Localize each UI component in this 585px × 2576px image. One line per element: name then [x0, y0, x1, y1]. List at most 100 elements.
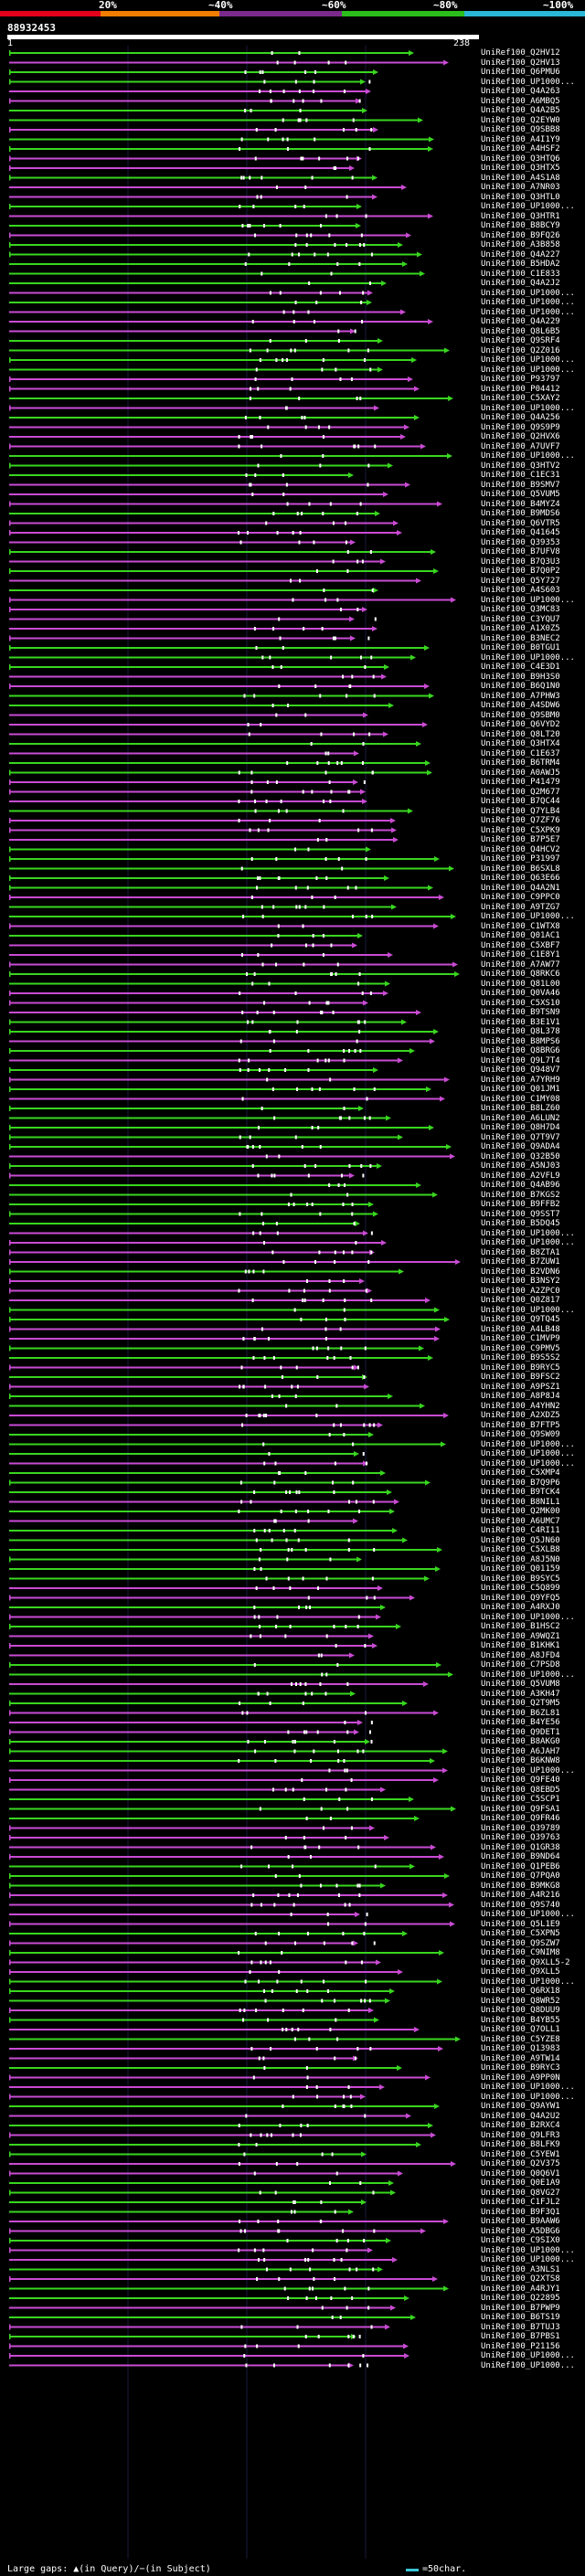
hit-label[interactable]: UniRef100_B9MDS6	[481, 509, 560, 518]
hit-label[interactable]: UniRef100_A9PP0N	[481, 2072, 560, 2083]
hit-label[interactable]: UniRef100_UP1000...	[481, 2245, 575, 2255]
hit-label[interactable]: UniRef100_B9S5S2	[481, 1353, 560, 1362]
hit-label[interactable]: UniRef100_Q1GR38	[481, 1842, 560, 1852]
hit-label[interactable]: UniRef100_Q01JM1	[481, 1085, 560, 1094]
hit-label[interactable]: UniRef100_Q8VG27	[481, 2188, 560, 2198]
hit-label[interactable]: UniRef100_Q4HCV2	[481, 844, 560, 854]
hit-label[interactable]: UniRef100_Q9YFQ5	[481, 1593, 560, 1603]
hit-label[interactable]: UniRef100_P21156	[481, 2341, 560, 2351]
hit-label[interactable]: UniRef100_UP1000...	[481, 1228, 575, 1238]
hit-label[interactable]: UniRef100_Q9FSA1	[481, 1804, 560, 1814]
hit-label[interactable]: UniRef100_Q2M677	[481, 787, 560, 797]
hit-label[interactable]: UniRef100_C5XPN5	[481, 1929, 560, 1938]
hit-label[interactable]: UniRef100_UP1000...	[481, 1977, 575, 1987]
hit-label[interactable]: UniRef100_B7Q3U3	[481, 557, 560, 567]
hit-label[interactable]: UniRef100_Q4A2N1	[481, 883, 560, 893]
hit-label[interactable]: UniRef100_C5Q899	[481, 1584, 560, 1593]
hit-label[interactable]: UniRef100_Q9L7T4	[481, 1055, 560, 1065]
hit-label[interactable]: UniRef100_B7P5E7	[481, 835, 560, 844]
hit-label[interactable]: UniRef100_C5XPK9	[481, 825, 560, 835]
hit-label[interactable]: UniRef100_UP1000...	[481, 1670, 575, 1680]
hit-label[interactable]: UniRef100_Q8L6B5	[481, 326, 560, 336]
hit-label[interactable]: UniRef100_B7QC44	[481, 797, 560, 806]
hit-label[interactable]: UniRef100_Q1PEB6	[481, 1861, 560, 1871]
hit-label[interactable]: UniRef100_Q3HTX4	[481, 739, 560, 748]
hit-label[interactable]: UniRef100_Q5VUM8	[481, 1680, 560, 1689]
hit-label[interactable]: UniRef100_Q4A229	[481, 317, 560, 326]
hit-label[interactable]: UniRef100_Q5L1E9	[481, 1919, 560, 1929]
hit-label[interactable]: UniRef100_B0TGU1	[481, 643, 560, 652]
hit-label[interactable]: UniRef100_B6Q1N0	[481, 682, 560, 691]
hit-label[interactable]: UniRef100_Q5Y727	[481, 576, 560, 586]
hit-label[interactable]: UniRef100_B9RYC5	[481, 1362, 560, 1373]
hit-label[interactable]: UniRef100_B3E1V1	[481, 1017, 560, 1027]
hit-label[interactable]: UniRef100_Q2Z016	[481, 345, 560, 355]
hit-label[interactable]: UniRef100_Q39789	[481, 1823, 560, 1833]
hit-label[interactable]: UniRef100_A4HSF2	[481, 144, 560, 154]
hit-label[interactable]: UniRef100_C1E833	[481, 269, 560, 279]
hit-label[interactable]: UniRef100_UP1000...	[481, 1612, 575, 1622]
hit-label[interactable]: UniRef100_B7TUJ3	[481, 2322, 560, 2332]
hit-label[interactable]: UniRef100_UP1000...	[481, 595, 575, 605]
hit-label[interactable]: UniRef100_Q2EYW0	[481, 115, 560, 125]
hit-label[interactable]: UniRef100_Q39763	[481, 1833, 560, 1842]
hit-label[interactable]: UniRef100_B7KGS2	[481, 1190, 560, 1200]
hit-label[interactable]: UniRef100_C1E637	[481, 748, 560, 758]
hit-label[interactable]: UniRef100_B6SXL8	[481, 864, 560, 874]
hit-label[interactable]: UniRef100_Q9XLL5-2	[481, 1957, 570, 1967]
hit-label[interactable]: UniRef100_B9TCK4	[481, 1488, 560, 1497]
hit-label[interactable]: UniRef100_UP1000...	[481, 1439, 575, 1449]
hit-label[interactable]: UniRef100_Q5VUM5	[481, 490, 560, 499]
hit-label[interactable]: UniRef100_Q01159	[481, 1564, 560, 1574]
hit-label[interactable]: UniRef100_Q9FR46	[481, 1814, 560, 1823]
hit-label[interactable]: UniRef100_Q8L378	[481, 1027, 560, 1036]
hit-label[interactable]: UniRef100_B8LZ60	[481, 1104, 560, 1113]
hit-label[interactable]: UniRef100_UP1000...	[481, 77, 575, 87]
hit-label[interactable]: UniRef100_B7Q9P6	[481, 1478, 560, 1488]
hit-label[interactable]: UniRef100_UP1000...	[481, 1458, 575, 1468]
hit-label[interactable]: UniRef100_B4MYZ4	[481, 499, 560, 509]
hit-label[interactable]: UniRef100_C1WTX8	[481, 921, 560, 931]
hit-label[interactable]: UniRef100_UP1000...	[481, 2255, 575, 2264]
hit-label[interactable]: UniRef100_B3NSY2	[481, 1277, 560, 1286]
hit-label[interactable]: UniRef100_Q9SRF4	[481, 336, 560, 345]
hit-label[interactable]: UniRef100_Q9LFR3	[481, 2130, 560, 2140]
hit-label[interactable]: UniRef100_B8MPS6	[481, 1036, 560, 1046]
hit-label[interactable]: UniRef100_B7PWP9	[481, 2303, 560, 2313]
hit-label[interactable]: UniRef100_A1X0Z5	[481, 624, 560, 633]
hit-label[interactable]: UniRef100_B9ND64	[481, 1852, 560, 1861]
hit-label[interactable]: UniRef100_Q9FE40	[481, 1776, 560, 1785]
hit-label[interactable]: UniRef100_Q2HV12	[481, 48, 560, 58]
hit-label[interactable]: UniRef100_Q4A2U2	[481, 2111, 560, 2121]
hit-label[interactable]: UniRef100_UP1000...	[481, 2360, 575, 2370]
hit-label[interactable]: UniRef100_A4SDW6	[481, 701, 560, 710]
hit-label[interactable]: UniRef100_B9AAW6	[481, 2217, 560, 2226]
hit-label[interactable]: UniRef100_B8AKG0	[481, 1737, 560, 1746]
hit-label[interactable]: UniRef100_C4RI11	[481, 1526, 560, 1535]
hit-label[interactable]: UniRef100_A3KH47	[481, 1689, 560, 1699]
hit-label[interactable]: UniRef100_B1KHK1	[481, 1641, 560, 1650]
hit-label[interactable]: UniRef100_Q9DET1	[481, 1727, 560, 1737]
hit-label[interactable]: UniRef100_UP1000...	[481, 912, 575, 921]
hit-label[interactable]: UniRef100_A9PSZ1	[481, 1382, 560, 1392]
hit-label[interactable]: UniRef100_B4YE56	[481, 1718, 560, 1727]
hit-label[interactable]: UniRef100_B7ZUW1	[481, 1257, 560, 1267]
hit-label[interactable]: UniRef100_B6KNW8	[481, 1756, 560, 1765]
hit-label[interactable]: UniRef100_B8LFK9	[481, 2140, 560, 2149]
hit-label[interactable]: UniRef100_Q6RX18	[481, 1987, 560, 1996]
hit-label[interactable]: UniRef100_A2VFL9	[481, 1171, 560, 1181]
hit-label[interactable]: UniRef100_Q3HTQ6	[481, 154, 560, 164]
hit-label[interactable]: UniRef100_A8JFD4	[481, 1650, 560, 1660]
hit-label[interactable]: UniRef100_B9TSN9	[481, 1008, 560, 1017]
hit-label[interactable]: UniRef100_A2ZPC0	[481, 1286, 560, 1296]
hit-label[interactable]: UniRef100_Q9SZW7	[481, 1938, 560, 1948]
hit-label[interactable]: UniRef100_P93797	[481, 375, 560, 384]
hit-label[interactable]: UniRef100_C1E8Y1	[481, 950, 560, 959]
hit-label[interactable]: UniRef100_UP1000...	[481, 307, 575, 317]
hit-label[interactable]: UniRef100_B9RYC3	[481, 2063, 560, 2072]
hit-label[interactable]: UniRef100_Q9SST7	[481, 1209, 560, 1219]
hit-label[interactable]: UniRef100_A7AW77	[481, 959, 560, 970]
hit-label[interactable]: UniRef100_C9SIX0	[481, 2236, 560, 2245]
hit-label[interactable]: UniRef100_A9TW14	[481, 2053, 560, 2063]
hit-label[interactable]: UniRef100_Q7OLL1	[481, 2025, 560, 2034]
